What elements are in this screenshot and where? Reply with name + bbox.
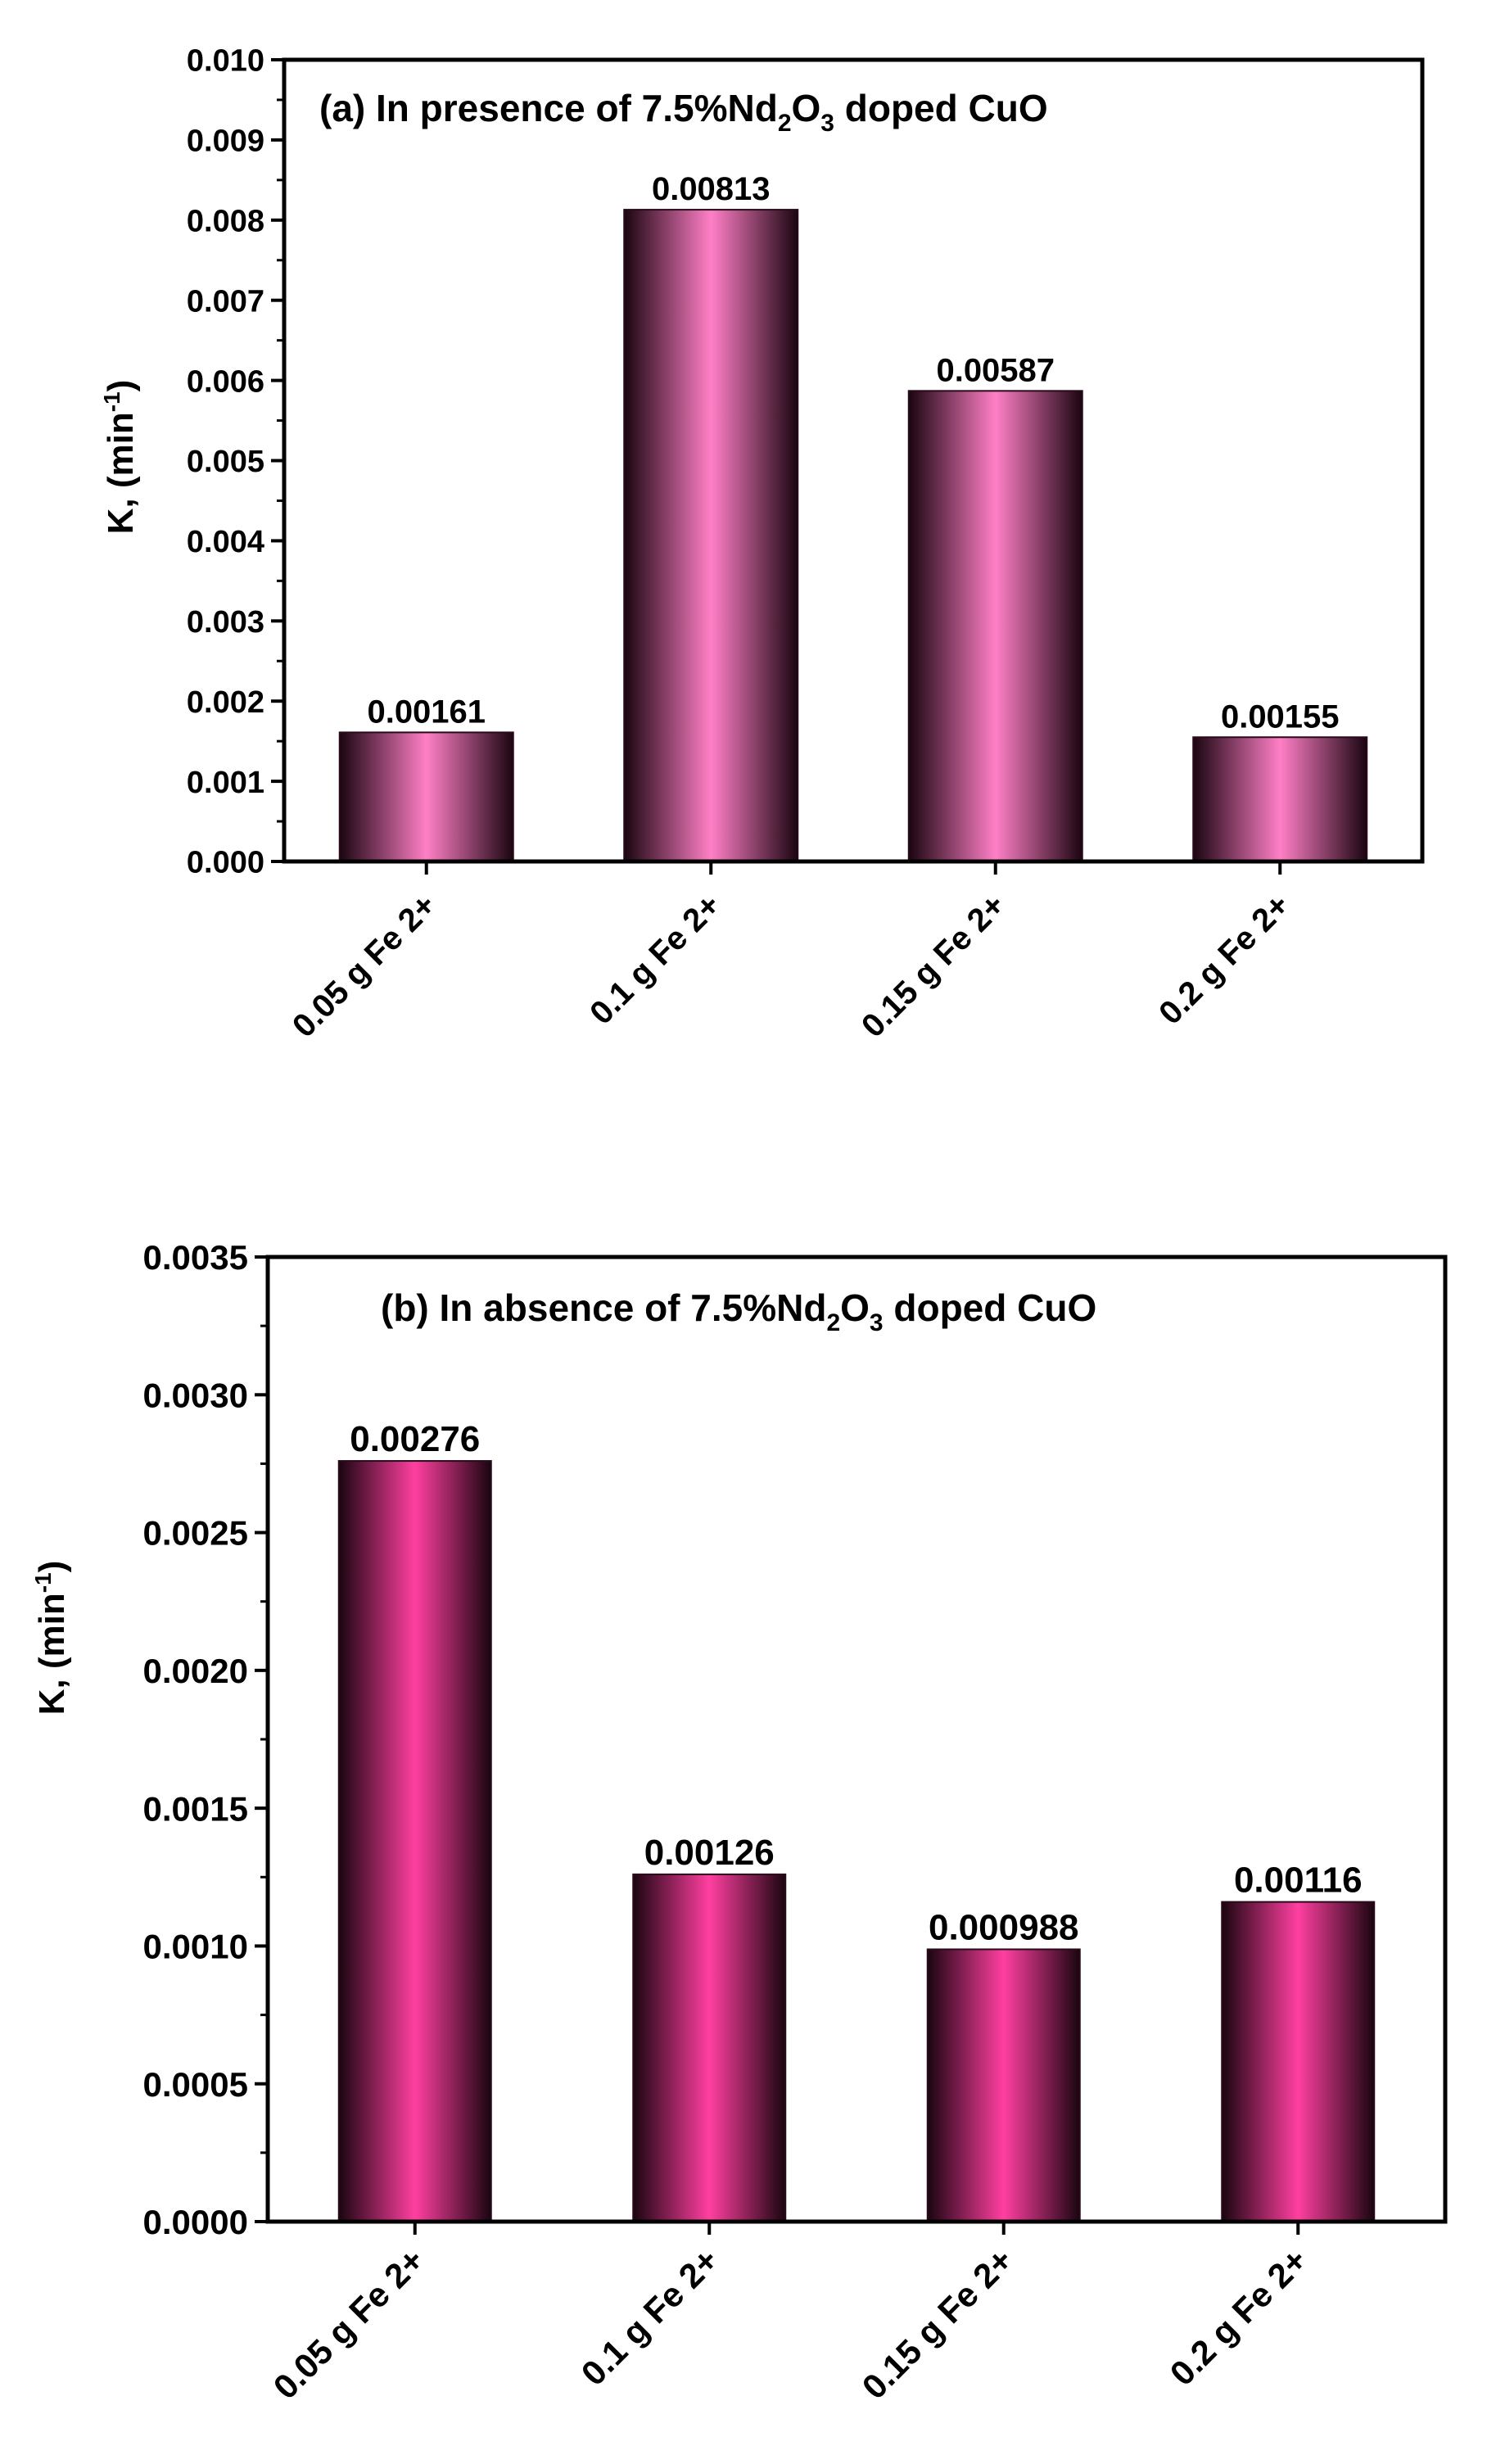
y-tick-label: 0.000	[187, 846, 264, 880]
plot-frame	[265, 1255, 1448, 2224]
y-tick-label: 0.009	[187, 124, 264, 159]
chart-a-title: (a) In presence of 7.5%Nd2O3 doped CuO	[319, 87, 1048, 137]
x-tick-label: 0.1 g Fe 2+	[583, 887, 728, 1032]
plot-frame	[282, 57, 1425, 864]
bar-value-label: 0.00276	[350, 1419, 480, 1459]
bar-value-label: 0.00116	[1234, 1860, 1363, 1901]
x-tick-label: 0.05 g Fe 2+	[286, 887, 443, 1044]
y-tick-label: 0.006	[187, 364, 264, 399]
bar-value-label: 0.000988	[929, 1907, 1079, 1947]
y-tick-label: 0.0005	[143, 2065, 248, 2104]
bar-value-label: 0.00155	[1221, 699, 1340, 735]
y-tick-label: 0.005	[187, 445, 264, 479]
y-tick-label: 0.010	[187, 44, 264, 79]
bar-value-label: 0.00813	[652, 171, 771, 207]
y-tick-label: 0.008	[187, 204, 264, 238]
y-tick-label: 0.004	[187, 525, 264, 559]
y-tick-label: 0.001	[187, 766, 264, 800]
bar-value-label: 0.00161	[367, 694, 486, 730]
y-tick-label: 0.0035	[143, 1238, 248, 1277]
bar	[338, 731, 514, 862]
y-tick-label: 0.0000	[143, 2203, 248, 2241]
y-tick-label: 0.002	[187, 685, 264, 720]
chart-b: (b) In absence of 7.5%Nd2O3 doped CuO K,…	[30, 1238, 1448, 2407]
x-tick-label: 0.2 g Fe 2+	[1152, 887, 1297, 1032]
x-tick-label: 0.05 g Fe 2+	[266, 2240, 432, 2406]
y-tick-label: 0.007	[187, 284, 264, 319]
bar	[632, 1873, 787, 2222]
bar	[907, 390, 1083, 862]
bar	[1192, 736, 1368, 862]
bar-value-label: 0.00587	[936, 352, 1055, 388]
y-tick-label: 0.0015	[143, 1789, 248, 1828]
y-tick-label: 0.0020	[143, 1652, 248, 1690]
bar-value-label: 0.00126	[644, 1833, 775, 1873]
bar	[623, 209, 799, 862]
x-tick-label: 0.1 g Fe 2+	[574, 2240, 726, 2393]
x-tick-label: 0.2 g Fe 2+	[1163, 2240, 1315, 2393]
bar	[337, 1460, 492, 2222]
bar	[1221, 1901, 1376, 2222]
chart-a-y-axis-label: K, (min-1)	[99, 380, 141, 535]
chart-b-y-axis-label: K, (min-1)	[30, 1561, 72, 1716]
chart-b-title: (b) In absence of 7.5%Nd2O3 doped CuO	[381, 1286, 1096, 1336]
chart-a: (a) In presence of 7.5%Nd2O3 doped CuO K…	[99, 44, 1425, 1045]
x-tick-label: 0.15 g Fe 2+	[855, 2240, 1020, 2406]
y-tick-label: 0.003	[187, 605, 264, 640]
y-tick-label: 0.0030	[143, 1376, 248, 1414]
y-tick-label: 0.0025	[143, 1514, 248, 1553]
bar	[926, 1948, 1081, 2223]
y-tick-label: 0.0010	[143, 1928, 248, 1966]
x-tick-label: 0.15 g Fe 2+	[855, 887, 1012, 1044]
